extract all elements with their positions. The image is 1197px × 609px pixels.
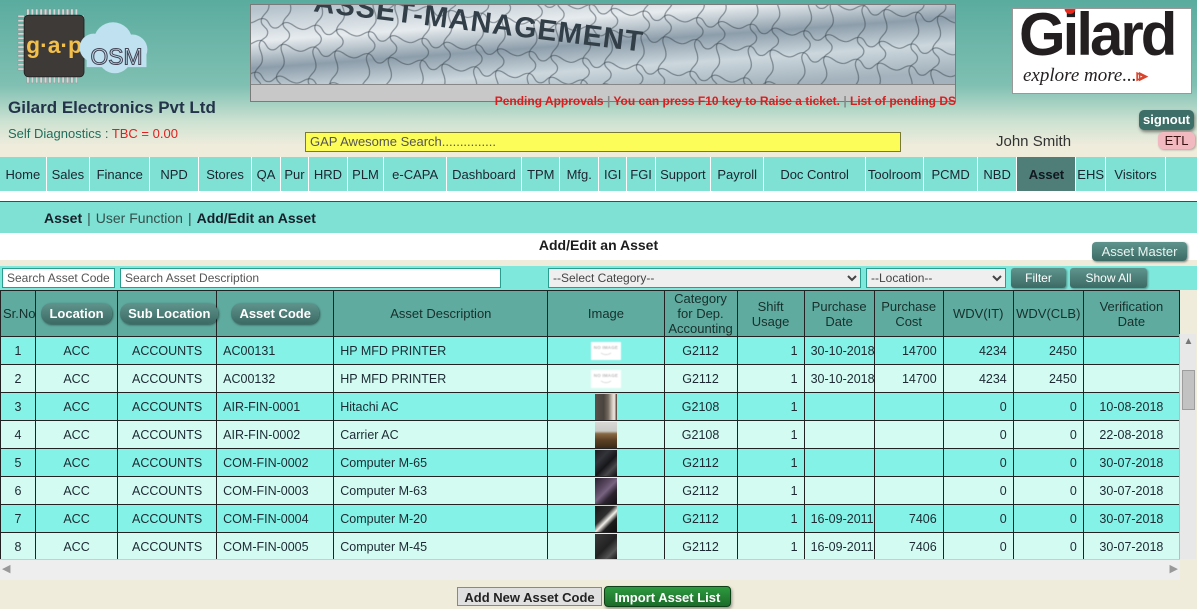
svg-text:OSM: OSM (91, 43, 143, 69)
svg-text:g·a·p: g·a·p (26, 32, 82, 58)
